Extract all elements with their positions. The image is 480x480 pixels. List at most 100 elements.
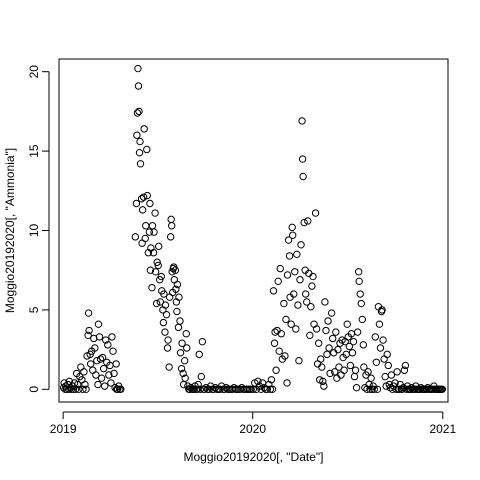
data-point <box>95 333 104 341</box>
data-point <box>101 382 109 390</box>
data-point <box>333 374 341 382</box>
data-point <box>155 242 163 251</box>
data-point <box>381 372 389 381</box>
data-point <box>298 155 307 163</box>
data-point <box>183 344 191 352</box>
data-point <box>334 345 342 354</box>
data-point <box>98 353 107 362</box>
data-point <box>148 222 157 230</box>
data-point <box>298 117 306 125</box>
data-point <box>156 298 164 306</box>
data-point <box>165 293 174 301</box>
data-point <box>294 301 302 309</box>
data-point <box>332 328 340 336</box>
data-point <box>359 341 368 349</box>
data-point <box>179 380 188 389</box>
data-point <box>113 385 122 393</box>
data-point <box>311 209 320 217</box>
data-point <box>146 266 155 274</box>
data-point <box>93 357 101 365</box>
data-point <box>134 64 142 73</box>
data-point <box>322 326 330 335</box>
data-point <box>91 344 99 352</box>
data-point <box>79 385 87 393</box>
data-point <box>355 277 363 286</box>
data-point <box>353 328 362 336</box>
data-point <box>284 236 293 244</box>
data-point <box>177 364 186 373</box>
data-point <box>254 377 262 386</box>
data-point <box>356 290 364 298</box>
data-point <box>378 306 386 314</box>
data-point <box>331 368 339 376</box>
x-axis: 2019 2020 2021 <box>50 411 456 436</box>
data-point <box>161 301 170 309</box>
data-point <box>99 364 108 373</box>
data-point <box>165 363 173 371</box>
data-point <box>371 333 379 341</box>
data-point <box>337 371 345 379</box>
data-point <box>379 336 387 344</box>
data-point <box>97 374 106 382</box>
data-point <box>303 298 311 306</box>
data-point <box>291 268 299 276</box>
data-point <box>357 299 365 308</box>
data-point <box>330 349 338 357</box>
data-point <box>146 199 154 208</box>
data-point <box>272 366 280 374</box>
data-point <box>176 349 185 357</box>
data-point <box>280 299 288 308</box>
data-point <box>142 222 150 230</box>
data-point <box>151 209 159 217</box>
data-point <box>302 290 310 298</box>
x-tick-label: 2020 <box>239 422 266 436</box>
data-point <box>92 371 100 379</box>
data-point <box>367 374 375 382</box>
data-point <box>267 376 276 384</box>
data-point <box>136 160 145 168</box>
x-axis-title: Moggio20192020[, "Date"] <box>184 450 324 464</box>
data-point <box>110 369 118 378</box>
data-point <box>138 239 146 247</box>
data-point <box>179 369 187 378</box>
data-point <box>323 350 331 359</box>
data-point <box>358 315 367 324</box>
data-point <box>329 334 337 343</box>
data-point <box>133 131 141 139</box>
data-point <box>307 303 315 311</box>
data-point <box>266 385 275 393</box>
data-point <box>438 385 446 393</box>
data-point <box>364 368 372 376</box>
data-point <box>153 258 161 266</box>
data-point <box>395 385 403 393</box>
data-point <box>105 371 113 379</box>
data-point <box>292 325 300 333</box>
data-point <box>94 320 103 328</box>
data-point <box>170 276 179 284</box>
data-point <box>139 193 148 201</box>
data-point <box>198 337 207 346</box>
data-point <box>263 385 271 393</box>
data-point <box>149 249 158 257</box>
data-point <box>75 385 83 393</box>
data-point <box>160 290 168 298</box>
data-point <box>352 384 361 392</box>
data-point <box>345 342 354 351</box>
data-point <box>132 199 141 208</box>
data-point <box>373 385 382 393</box>
data-point <box>273 326 281 335</box>
data-point <box>180 357 189 365</box>
data-point <box>287 320 295 328</box>
data-point <box>74 380 82 389</box>
data-point <box>181 374 189 382</box>
data-point <box>107 379 115 387</box>
data-point <box>109 347 117 355</box>
data-point <box>157 272 166 281</box>
data-point <box>346 361 355 370</box>
data-point <box>164 336 172 344</box>
data-point <box>197 372 206 381</box>
data-point <box>269 287 278 295</box>
data-point <box>96 355 105 363</box>
data-point <box>343 320 351 328</box>
data-point <box>80 368 88 376</box>
